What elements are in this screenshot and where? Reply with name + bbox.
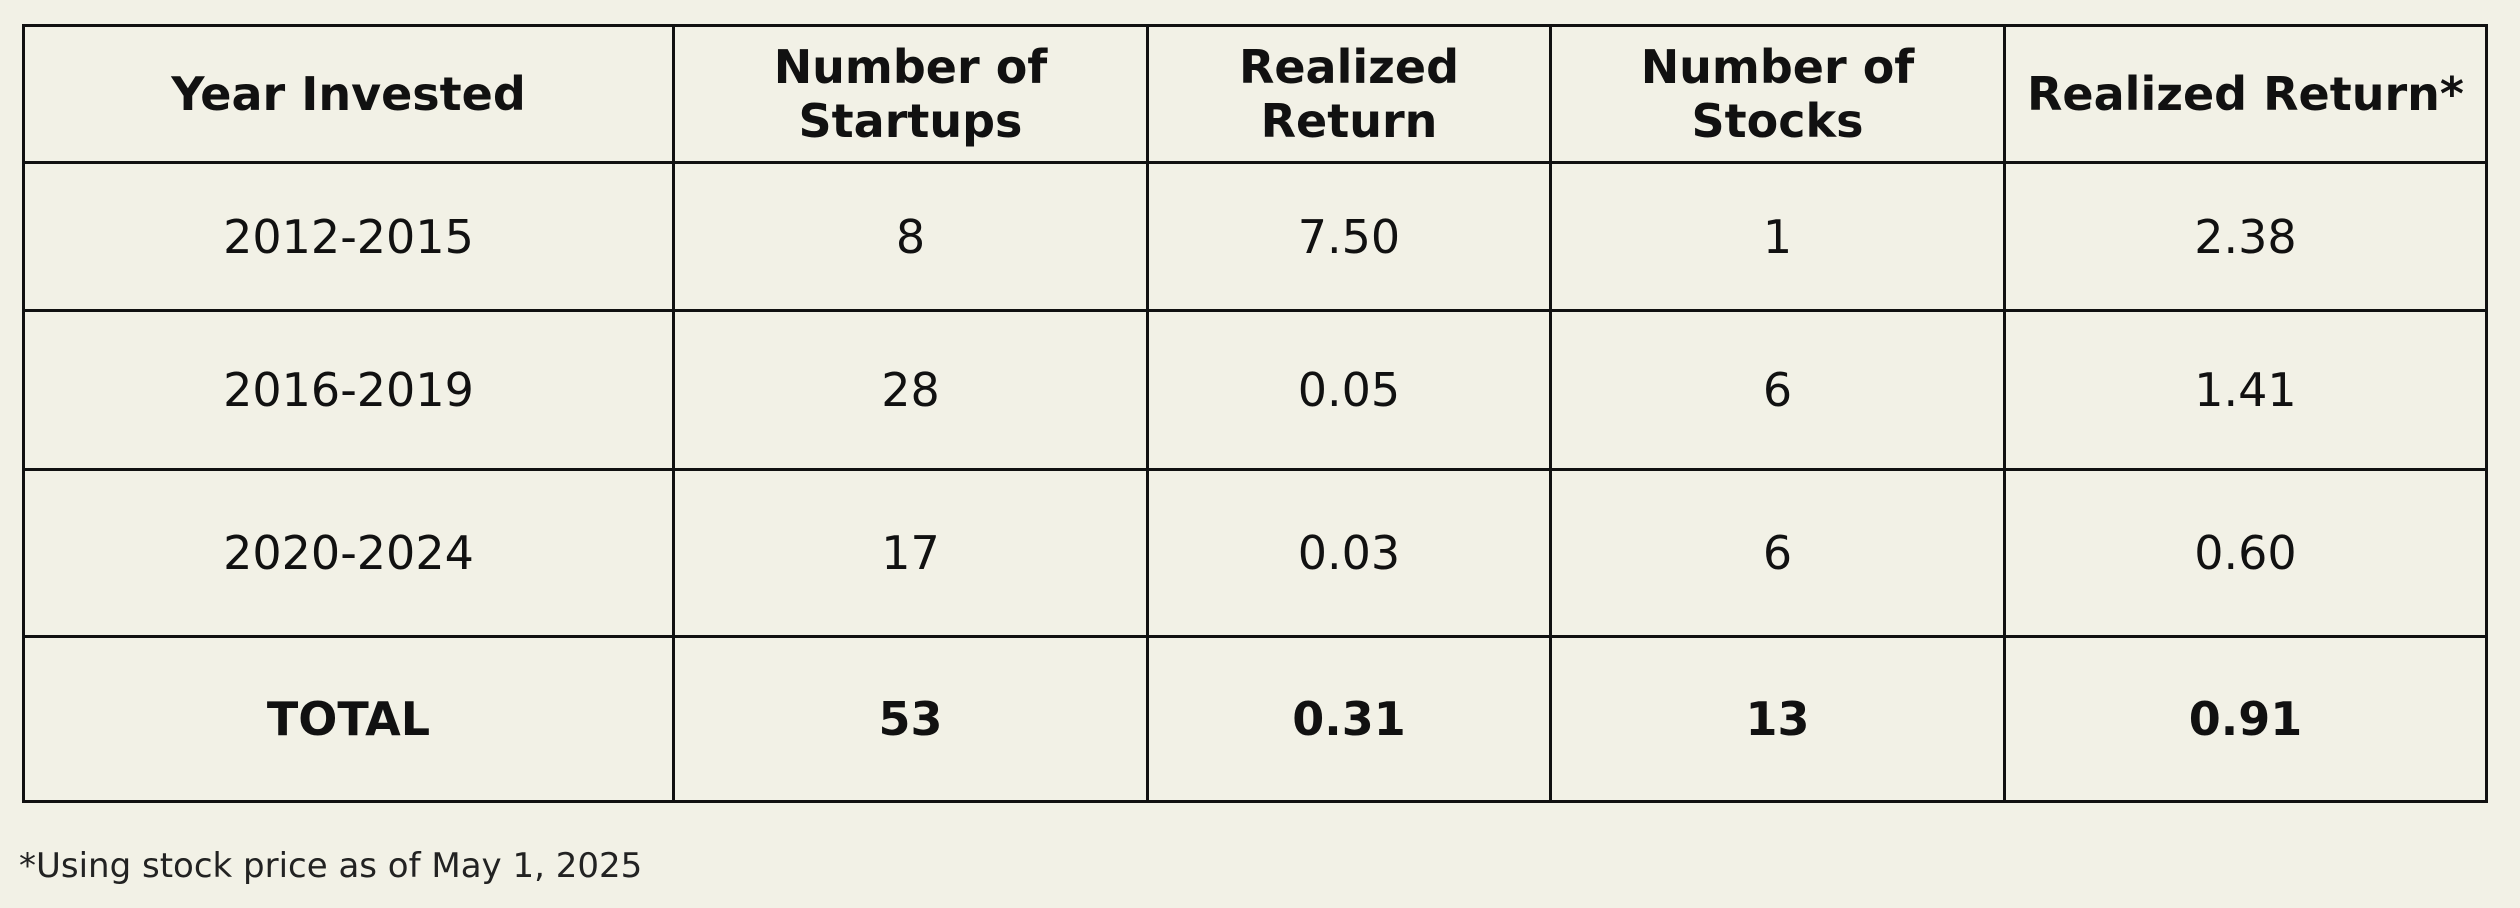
data-cell: 6	[1549, 468, 2006, 638]
data-cell: 2020-2024	[22, 468, 675, 638]
data-cell: 2.38	[2003, 161, 2488, 312]
data-cell: 0.03	[1146, 468, 1552, 638]
data-cell: 1.41	[2003, 309, 2488, 471]
data-cell: 8	[672, 161, 1149, 312]
data-cell: 2016-2019	[22, 309, 675, 471]
header-cell: Realized Return	[1146, 24, 1552, 164]
header-cell: Year Invested	[22, 24, 675, 164]
data-cell: 17	[672, 468, 1149, 638]
data-cell: 0.05	[1146, 309, 1552, 471]
data-cell: 0.60	[2003, 468, 2488, 638]
header-cell: Realized Return*	[2003, 24, 2488, 164]
data-row: 2016-2019 28 0.05 6 1.41	[22, 309, 2488, 471]
header-row: Year Invested Number of Startups Realized …	[22, 24, 2488, 164]
total-cell: 0.91	[2003, 635, 2488, 803]
data-cell: 1	[1549, 161, 2006, 312]
data-row: 2020-2024 17 0.03 6 0.60	[22, 468, 2488, 638]
data-row: 2012-2015 8 7.50 1 2.38	[22, 161, 2488, 312]
data-cell: 28	[672, 309, 1149, 471]
total-cell: 53	[672, 635, 1149, 803]
total-cell: 0.31	[1146, 635, 1552, 803]
total-row: TOTAL 53 0.31 13 0.91	[22, 635, 2488, 803]
data-cell: 7.50	[1146, 161, 1552, 312]
header-cell: Number of Startups	[672, 24, 1149, 164]
header-cell: Number of Stocks	[1549, 24, 2006, 164]
returns-table: Year Invested Number of Startups Realized …	[22, 24, 2488, 803]
data-cell: 6	[1549, 309, 2006, 471]
total-cell: 13	[1549, 635, 2006, 803]
total-cell: TOTAL	[22, 635, 675, 803]
footnote: *Using stock price as of May 1, 2025	[19, 846, 643, 886]
data-cell: 2012-2015	[22, 161, 675, 312]
